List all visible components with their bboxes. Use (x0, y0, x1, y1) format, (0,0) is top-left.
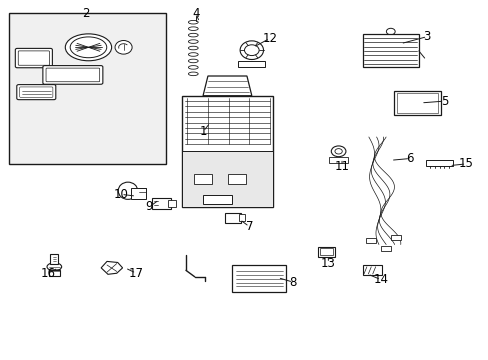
Bar (238, 60, 264, 67)
Bar (152, 198, 170, 209)
Text: 16: 16 (41, 267, 56, 280)
Bar (50, 254, 58, 264)
Bar (203, 195, 232, 204)
Bar (328, 157, 347, 163)
Text: 10: 10 (114, 188, 128, 201)
Bar (168, 200, 176, 207)
Text: 3: 3 (423, 30, 430, 43)
Ellipse shape (330, 146, 345, 157)
FancyBboxPatch shape (15, 48, 52, 68)
Bar (394, 91, 440, 114)
FancyBboxPatch shape (43, 66, 102, 84)
Text: 13: 13 (320, 257, 335, 270)
Bar (193, 174, 212, 184)
Bar (238, 215, 245, 221)
Bar (182, 151, 272, 207)
Bar (49, 270, 60, 276)
Bar (131, 188, 146, 199)
Bar (425, 160, 452, 166)
Bar (227, 174, 246, 184)
Text: 1: 1 (199, 125, 206, 138)
Bar (396, 93, 437, 113)
Ellipse shape (386, 28, 394, 35)
Bar (380, 246, 390, 251)
Bar (362, 265, 381, 275)
Bar (390, 235, 400, 240)
Text: 15: 15 (458, 157, 473, 170)
Ellipse shape (65, 34, 111, 61)
Text: 7: 7 (245, 220, 253, 233)
Text: 9: 9 (145, 201, 153, 213)
Bar (366, 238, 375, 243)
Text: 12: 12 (262, 32, 277, 45)
Ellipse shape (240, 41, 263, 59)
Polygon shape (203, 76, 251, 96)
Text: 11: 11 (334, 160, 349, 173)
Bar (362, 35, 418, 67)
Ellipse shape (118, 182, 138, 199)
Bar (9, 13, 165, 164)
Bar (232, 265, 285, 292)
FancyBboxPatch shape (17, 85, 56, 100)
Text: 2: 2 (82, 7, 90, 20)
Text: 6: 6 (406, 152, 413, 165)
Text: 14: 14 (373, 273, 388, 286)
Polygon shape (101, 261, 122, 274)
Bar (320, 248, 332, 255)
Bar (225, 213, 241, 223)
Text: 8: 8 (289, 276, 296, 289)
Bar (182, 96, 272, 207)
Text: 17: 17 (128, 267, 143, 280)
Text: 4: 4 (192, 7, 199, 20)
Text: 5: 5 (440, 95, 447, 108)
Ellipse shape (47, 263, 61, 271)
Bar (317, 247, 334, 257)
Ellipse shape (115, 41, 132, 54)
